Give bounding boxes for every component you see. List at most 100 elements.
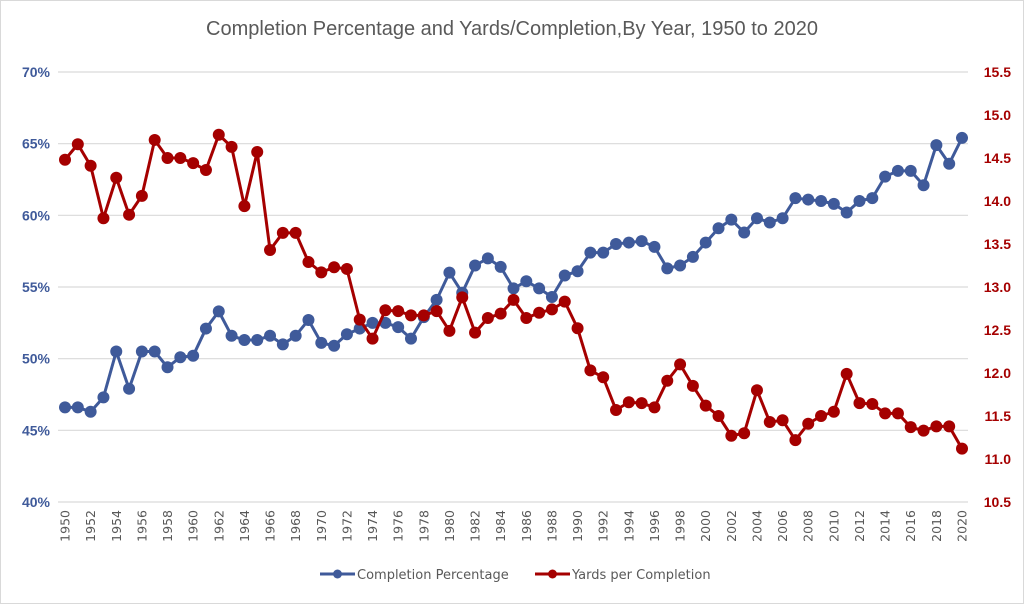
data-point-yards-per-completion[interactable]	[738, 427, 751, 440]
data-point-yards-per-completion[interactable]	[956, 442, 968, 455]
data-point-completion-percentage[interactable]	[917, 179, 930, 192]
data-point-completion-percentage[interactable]	[430, 293, 443, 306]
data-point-completion-percentage[interactable]	[123, 382, 136, 395]
data-point-yards-per-completion[interactable]	[943, 420, 956, 433]
data-point-completion-percentage[interactable]	[392, 321, 405, 334]
data-point-yards-per-completion[interactable]	[289, 226, 302, 239]
data-point-completion-percentage[interactable]	[840, 206, 853, 219]
data-point-completion-percentage[interactable]	[366, 316, 379, 329]
data-point-yards-per-completion[interactable]	[917, 424, 930, 437]
data-point-yards-per-completion[interactable]	[699, 399, 712, 412]
data-point-yards-per-completion[interactable]	[674, 358, 687, 371]
data-point-yards-per-completion[interactable]	[827, 405, 840, 418]
data-point-completion-percentage[interactable]	[725, 213, 738, 226]
data-point-completion-percentage[interactable]	[481, 252, 494, 265]
data-point-yards-per-completion[interactable]	[251, 145, 264, 158]
data-point-yards-per-completion[interactable]	[392, 305, 405, 318]
data-point-yards-per-completion[interactable]	[469, 326, 482, 339]
data-point-yards-per-completion[interactable]	[930, 420, 943, 433]
data-point-completion-percentage[interactable]	[276, 338, 289, 351]
data-point-yards-per-completion[interactable]	[212, 128, 225, 141]
data-point-completion-percentage[interactable]	[174, 351, 187, 364]
data-point-yards-per-completion[interactable]	[712, 410, 725, 422]
data-point-completion-percentage[interactable]	[520, 275, 533, 288]
data-point-completion-percentage[interactable]	[674, 259, 687, 272]
data-point-completion-percentage[interactable]	[264, 329, 277, 342]
data-point-yards-per-completion[interactable]	[302, 256, 315, 269]
data-point-yards-per-completion[interactable]	[417, 309, 430, 322]
data-point-yards-per-completion[interactable]	[225, 140, 238, 153]
data-point-completion-percentage[interactable]	[533, 282, 546, 295]
data-point-completion-percentage[interactable]	[84, 405, 97, 418]
data-point-yards-per-completion[interactable]	[110, 171, 123, 184]
data-point-completion-percentage[interactable]	[289, 329, 302, 342]
data-point-yards-per-completion[interactable]	[879, 407, 892, 420]
data-point-yards-per-completion[interactable]	[533, 306, 546, 319]
data-point-yards-per-completion[interactable]	[507, 293, 520, 306]
legend-item-completion-percentage[interactable]: Completion Percentage	[320, 568, 509, 583]
data-point-completion-percentage[interactable]	[956, 131, 968, 144]
data-point-yards-per-completion[interactable]	[648, 401, 661, 414]
data-point-yards-per-completion[interactable]	[456, 291, 469, 304]
data-point-yards-per-completion[interactable]	[635, 397, 648, 410]
data-point-yards-per-completion[interactable]	[481, 311, 494, 324]
data-point-yards-per-completion[interactable]	[430, 305, 443, 318]
data-point-yards-per-completion[interactable]	[815, 410, 828, 422]
data-point-completion-percentage[interactable]	[943, 157, 956, 170]
data-point-yards-per-completion[interactable]	[84, 159, 97, 172]
data-point-completion-percentage[interactable]	[212, 305, 225, 318]
data-point-yards-per-completion[interactable]	[71, 138, 84, 151]
data-point-completion-percentage[interactable]	[930, 139, 943, 152]
data-point-yards-per-completion[interactable]	[443, 324, 456, 337]
data-point-yards-per-completion[interactable]	[328, 261, 341, 274]
data-point-yards-per-completion[interactable]	[661, 374, 674, 387]
data-point-completion-percentage[interactable]	[545, 291, 558, 304]
data-point-yards-per-completion[interactable]	[776, 414, 789, 427]
data-point-yards-per-completion[interactable]	[97, 212, 110, 225]
data-point-completion-percentage[interactable]	[238, 334, 251, 347]
data-point-yards-per-completion[interactable]	[148, 133, 161, 146]
data-point-yards-per-completion[interactable]	[494, 307, 507, 320]
data-point-completion-percentage[interactable]	[686, 250, 699, 263]
data-point-yards-per-completion[interactable]	[379, 304, 392, 317]
data-point-completion-percentage[interactable]	[161, 361, 174, 374]
data-point-completion-percentage[interactable]	[802, 193, 815, 206]
data-point-yards-per-completion[interactable]	[123, 208, 136, 221]
data-point-yards-per-completion[interactable]	[789, 434, 802, 447]
data-point-yards-per-completion[interactable]	[750, 384, 763, 397]
data-point-completion-percentage[interactable]	[827, 197, 840, 210]
data-point-completion-percentage[interactable]	[648, 240, 661, 253]
data-point-yards-per-completion[interactable]	[904, 421, 917, 434]
data-point-completion-percentage[interactable]	[187, 349, 200, 362]
data-point-completion-percentage[interactable]	[507, 282, 520, 295]
data-point-completion-percentage[interactable]	[853, 195, 866, 207]
data-point-completion-percentage[interactable]	[776, 212, 789, 225]
data-point-completion-percentage[interactable]	[494, 260, 507, 273]
data-point-completion-percentage[interactable]	[558, 269, 571, 282]
legend-item-yards-per-completion[interactable]: Yards per Completion	[535, 568, 711, 583]
data-point-completion-percentage[interactable]	[635, 235, 648, 248]
data-point-yards-per-completion[interactable]	[866, 397, 879, 410]
data-point-completion-percentage[interactable]	[135, 345, 148, 358]
data-point-yards-per-completion[interactable]	[622, 396, 635, 409]
data-point-completion-percentage[interactable]	[866, 192, 879, 205]
data-point-yards-per-completion[interactable]	[59, 153, 71, 166]
data-point-yards-per-completion[interactable]	[840, 367, 853, 380]
data-point-yards-per-completion[interactable]	[315, 266, 328, 279]
data-point-yards-per-completion[interactable]	[891, 407, 904, 420]
data-point-completion-percentage[interactable]	[404, 332, 417, 345]
data-point-completion-percentage[interactable]	[610, 238, 623, 250]
data-point-completion-percentage[interactable]	[622, 236, 635, 249]
data-point-completion-percentage[interactable]	[879, 170, 892, 183]
data-point-completion-percentage[interactable]	[661, 262, 674, 275]
data-point-completion-percentage[interactable]	[110, 345, 123, 358]
data-point-completion-percentage[interactable]	[712, 222, 725, 235]
data-point-completion-percentage[interactable]	[315, 336, 328, 349]
data-point-yards-per-completion[interactable]	[353, 313, 366, 326]
data-point-yards-per-completion[interactable]	[366, 332, 379, 345]
data-point-completion-percentage[interactable]	[597, 246, 610, 259]
data-point-completion-percentage[interactable]	[891, 164, 904, 177]
data-point-yards-per-completion[interactable]	[853, 397, 866, 410]
data-point-completion-percentage[interactable]	[738, 226, 751, 239]
data-point-yards-per-completion[interactable]	[545, 303, 558, 316]
